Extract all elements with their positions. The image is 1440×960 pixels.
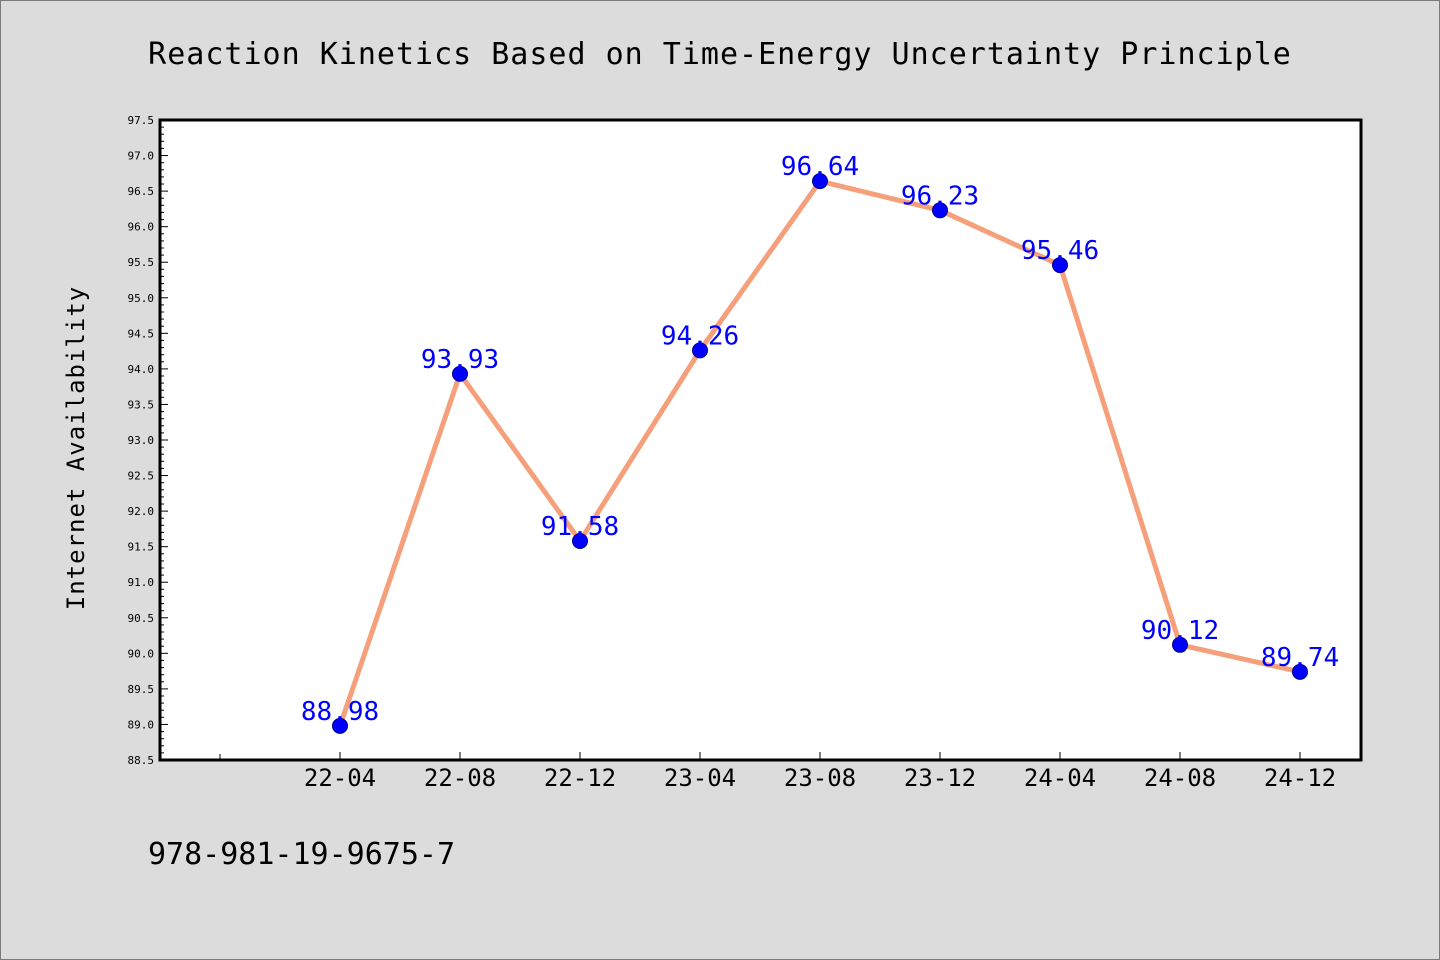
y-tick-label: 96.0 bbox=[128, 221, 155, 234]
y-tick-label: 89.0 bbox=[128, 718, 155, 731]
y-tick-label: 92.5 bbox=[128, 470, 155, 483]
plot-area bbox=[158, 118, 1363, 762]
x-tick-label: 22-04 bbox=[304, 764, 376, 792]
x-axis-ticks: 22-04 22-08 22-12 23-04 23-08 23-12 24-04 24-08… bbox=[219, 752, 1336, 792]
data-label: 89.74 bbox=[1261, 643, 1339, 673]
data-point bbox=[692, 342, 708, 359]
data-label: 96.64 bbox=[781, 152, 859, 182]
x-tick-label: 24-08 bbox=[1144, 764, 1216, 792]
data-points bbox=[332, 173, 1308, 734]
y-tick-label: 97.5 bbox=[128, 114, 155, 127]
y-axis-ticks: 88.5 89.0 89.5 90.0 90.5 91.0 91.5 92.0 92.5 93.0… bbox=[128, 114, 168, 767]
y-tick-label: 93.5 bbox=[128, 398, 155, 411]
data-label: 95.46 bbox=[1021, 236, 1099, 266]
y-tick-label: 95.0 bbox=[128, 292, 155, 305]
data-point bbox=[932, 202, 948, 219]
data-label: 88.98 bbox=[301, 697, 379, 727]
data-label: 91.58 bbox=[541, 512, 619, 542]
data-label: 94.26 bbox=[661, 321, 739, 351]
data-label: 93.93 bbox=[421, 345, 499, 375]
x-tick-label: 24-04 bbox=[1024, 764, 1096, 792]
data-labels: 88.98 93.93 91.58 94.26 96.64 96.23 95.46 90.12… bbox=[301, 152, 1339, 727]
x-tick-label: 24-12 bbox=[1264, 764, 1336, 792]
y-tick-label: 89.5 bbox=[128, 683, 155, 696]
y-tick-label: 91.5 bbox=[128, 541, 155, 554]
data-point bbox=[572, 532, 588, 549]
y-tick-label: 91.0 bbox=[128, 576, 155, 589]
data-point bbox=[812, 173, 828, 190]
data-point bbox=[1172, 636, 1188, 653]
chart-title: Reaction Kinetics Based on Time-Energy U… bbox=[148, 37, 1292, 72]
x-tick-label: 23-12 bbox=[904, 764, 976, 792]
y-tick-label: 90.5 bbox=[128, 612, 155, 625]
x-tick-label: 22-08 bbox=[424, 764, 496, 792]
x-tick-label: 22-12 bbox=[544, 764, 616, 792]
y-tick-label: 95.5 bbox=[128, 256, 155, 269]
y-tick-label: 88.5 bbox=[128, 754, 155, 767]
x-tick-label: 23-04 bbox=[664, 764, 736, 792]
y-axis-label: Internet Availability bbox=[62, 286, 90, 610]
y-tick-label: 93.0 bbox=[128, 434, 155, 447]
y-tick-label: 90.0 bbox=[128, 647, 155, 660]
data-label: 90.12 bbox=[1141, 616, 1219, 646]
y-tick-label: 94.5 bbox=[128, 327, 155, 340]
data-label: 96.23 bbox=[901, 181, 979, 211]
data-point bbox=[452, 365, 468, 382]
y-tick-label: 92.0 bbox=[128, 505, 155, 518]
y-tick-label: 97.0 bbox=[128, 150, 155, 163]
isbn-annotation: 978-981-19-9675-7 bbox=[148, 837, 455, 872]
y-tick-label: 96.5 bbox=[128, 185, 155, 198]
data-point bbox=[1052, 257, 1068, 274]
y-tick-label: 94.0 bbox=[128, 363, 155, 376]
data-point bbox=[1292, 663, 1308, 680]
x-tick-label: 23-08 bbox=[784, 764, 856, 792]
data-point bbox=[332, 717, 348, 734]
